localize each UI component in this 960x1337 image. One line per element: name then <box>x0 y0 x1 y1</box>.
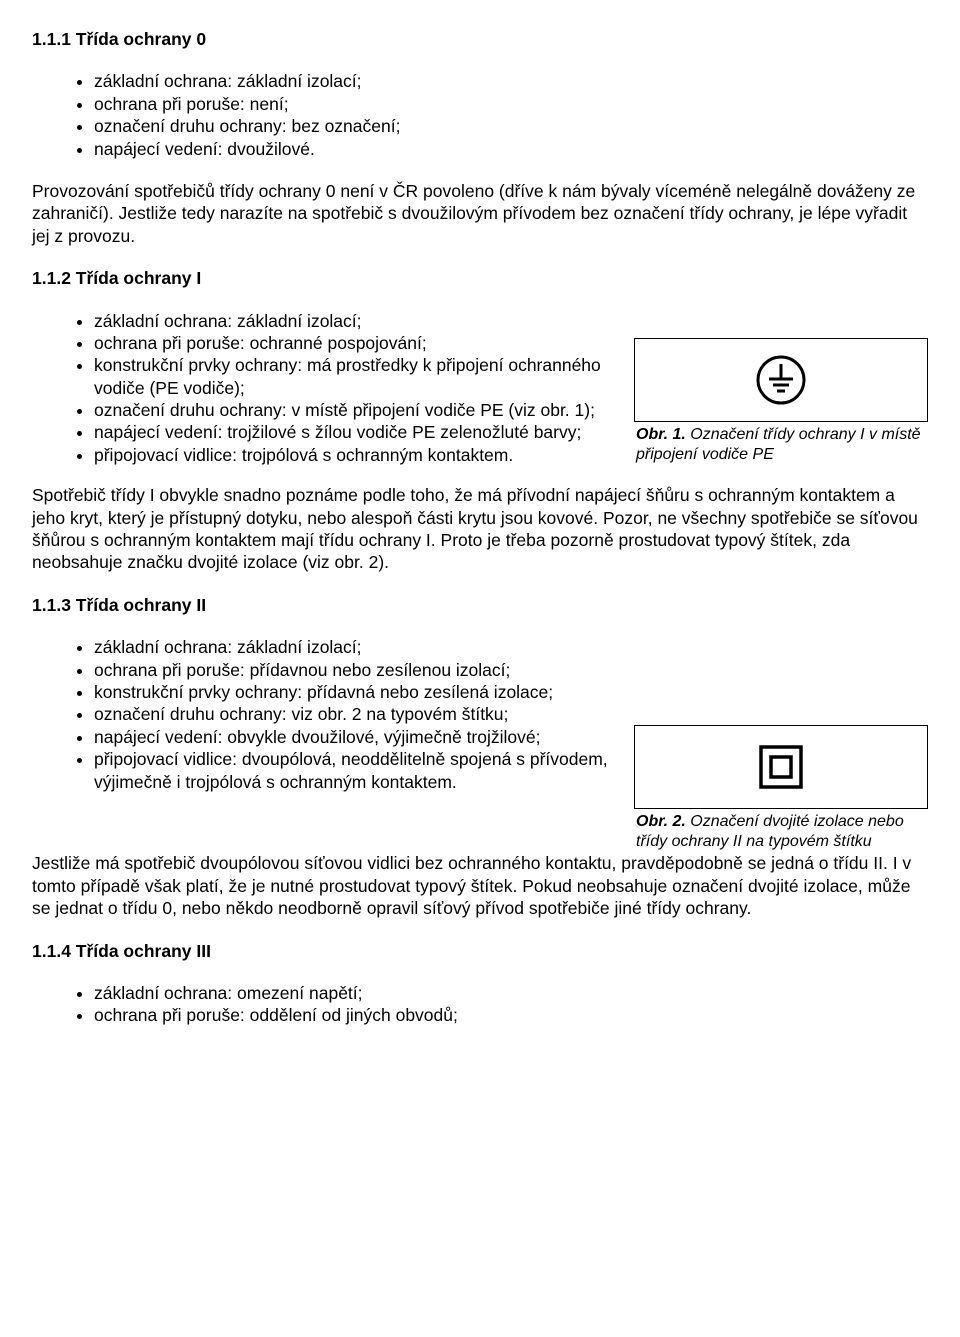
list-class-2-a: základní ochrana: základní izolací; ochr… <box>32 636 928 703</box>
heading-class-3: 1.1.4 Třída ochrany III <box>32 940 928 962</box>
heading-class-1: 1.1.2 Třída ochrany I <box>32 267 928 289</box>
list-item: základní ochrana: základní izolací; <box>94 310 928 332</box>
list-item: napájecí vedení: dvoužilové. <box>94 138 928 160</box>
list-item: označení druhu ochrany: viz obr. 2 na ty… <box>94 703 928 725</box>
list-item: základní ochrana: základní izolací; <box>94 636 928 658</box>
list-class-0: základní ochrana: základní izolací; ochr… <box>32 70 928 160</box>
heading-class-2: 1.1.3 Třída ochrany II <box>32 594 928 616</box>
list-class-3: základní ochrana: omezení napětí; ochran… <box>32 982 928 1027</box>
list-item: ochrana při poruše: přídavnou nebo zesíl… <box>94 659 928 681</box>
list-item: označení druhu ochrany: bez označení; <box>94 115 928 137</box>
double-insulation-icon <box>758 744 804 790</box>
paragraph-class-0: Provozování spotřebičů třídy ochrany 0 n… <box>32 180 928 247</box>
figure-1: Obr. 1. Označení třídy ochrany I v místě… <box>634 338 932 465</box>
paragraph-class-2: Jestliže má spotřebič dvoupólovou síťovo… <box>32 852 928 919</box>
list-item: základní ochrana: omezení napětí; <box>94 982 928 1004</box>
figure-2: Obr. 2. Označení dvojité izolace nebo tř… <box>634 725 932 852</box>
paragraph-class-1: Spotřebič třídy I obvykle snadno poznáme… <box>32 484 928 574</box>
figure-2-caption: Obr. 2. Označení dvojité izolace nebo tř… <box>634 812 932 852</box>
list-item: základní ochrana: základní izolací; <box>94 70 928 92</box>
list-item: konstrukční prvky ochrany: přídavná nebo… <box>94 681 928 703</box>
figure-2-symbol <box>634 725 928 809</box>
figure-1-symbol <box>634 338 928 422</box>
earth-symbol-icon <box>756 355 806 405</box>
list-item: ochrana při poruše: není; <box>94 93 928 115</box>
figure-1-caption: Obr. 1. Označení třídy ochrany I v místě… <box>634 425 932 465</box>
heading-class-0: 1.1.1 Třída ochrany 0 <box>32 28 928 50</box>
list-item: ochrana při poruše: oddělení od jiných o… <box>94 1004 928 1026</box>
